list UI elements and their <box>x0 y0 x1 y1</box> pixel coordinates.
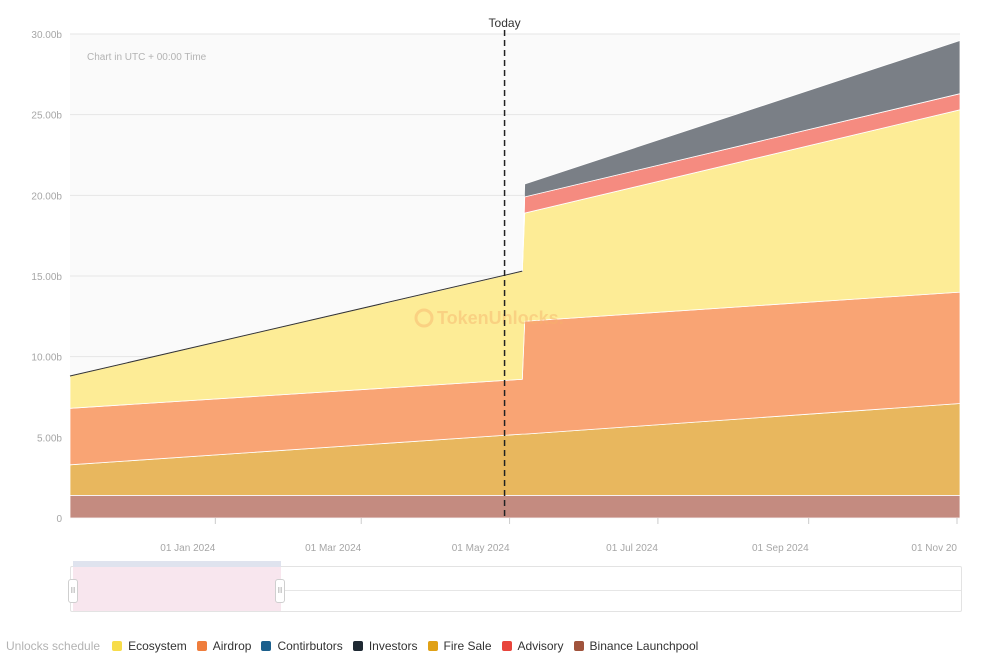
legend-label: Airdrop <box>212 639 252 653</box>
legend-item-contirbutors[interactable]: Contirbutors <box>261 639 343 653</box>
watermark-text: TokenUnlocks. <box>437 308 564 328</box>
y-tick-label: 0 <box>56 514 62 525</box>
watermark: TokenUnlocks. <box>414 308 564 328</box>
y-tick-label: 30.00b <box>31 30 62 41</box>
x-tick-label: 01 Jan 2024 <box>160 543 215 554</box>
area-binance-launchpool[interactable] <box>69 495 961 519</box>
legend-label: Investors <box>368 639 418 653</box>
legend-item-airdrop[interactable]: Airdrop <box>196 639 252 653</box>
legend-label: Fire Sale <box>443 639 492 653</box>
navigator-left-handle[interactable]: II <box>68 579 78 603</box>
legend-label: Binance Launchpool <box>589 639 699 653</box>
legend-swatch <box>501 641 512 651</box>
range-navigator[interactable]: II II <box>68 561 962 612</box>
legend-item-advisory[interactable]: Advisory <box>501 639 564 653</box>
y-tick-label: 5.00b <box>37 433 62 444</box>
legend-item-ecosystem[interactable]: Ecosystem <box>112 639 187 653</box>
y-tick-label: 20.00b <box>31 191 62 202</box>
legend-swatch <box>196 641 207 651</box>
legend-swatch <box>261 641 272 651</box>
chart-note: Chart in UTC + 00:00 Time <box>87 52 207 63</box>
x-tick-label: 01 Sep 2024 <box>752 543 809 554</box>
legend: Unlocks schedule Ecosystem Airdrop Contirb… <box>6 638 708 654</box>
unlock-chart: 0 5.00b 10.00b 15.00b 20.00b 25.00b 30.00b 01 … <box>31 16 961 554</box>
navigator-series-line <box>71 590 961 591</box>
y-tick-label: 25.00b <box>31 111 62 122</box>
navigator-right-handle[interactable]: II <box>275 579 285 603</box>
today-label: Today <box>489 16 521 30</box>
legend-swatch <box>112 641 123 651</box>
x-tick-label: 01 Nov 20 <box>911 543 957 554</box>
area-series <box>69 39 961 519</box>
legend-title: Unlocks schedule <box>6 639 101 653</box>
y-tick-label: 15.00b <box>31 272 62 283</box>
y-axis: 0 5.00b 10.00b 15.00b 20.00b 25.00b 30.00b <box>31 30 62 525</box>
legend-label: Contirbutors <box>277 639 343 653</box>
legend-item-binance-launchpool[interactable]: Binance Launchpool <box>573 639 699 653</box>
legend-swatch <box>573 641 584 651</box>
total-outline <box>69 270 523 377</box>
area-investors[interactable] <box>69 39 961 377</box>
legend-swatch <box>427 641 438 651</box>
x-tick-label: 01 Mar 2024 <box>305 543 362 554</box>
watermark-lock-icon <box>414 308 434 328</box>
y-tick-label: 10.00b <box>31 353 62 364</box>
navigator-scrollbar[interactable] <box>73 561 281 567</box>
x-tick-label: 01 May 2024 <box>452 543 510 554</box>
x-axis: 01 Jan 2024 01 Mar 2024 01 May 2024 01 Jul … <box>160 518 958 554</box>
legend-item-investors[interactable]: Investors <box>352 639 418 653</box>
legend-item-fire-sale[interactable]: Fire Sale <box>427 639 492 653</box>
legend-swatch <box>352 641 363 651</box>
legend-label: Advisory <box>517 639 564 653</box>
navigator-selection[interactable] <box>73 567 281 611</box>
legend-label: Ecosystem <box>128 639 187 653</box>
x-tick-label: 01 Jul 2024 <box>606 543 658 554</box>
